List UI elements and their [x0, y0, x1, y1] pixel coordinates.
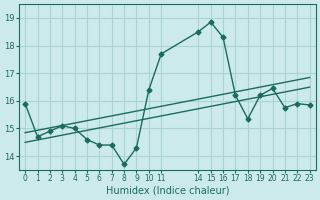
X-axis label: Humidex (Indice chaleur): Humidex (Indice chaleur)	[106, 186, 229, 196]
